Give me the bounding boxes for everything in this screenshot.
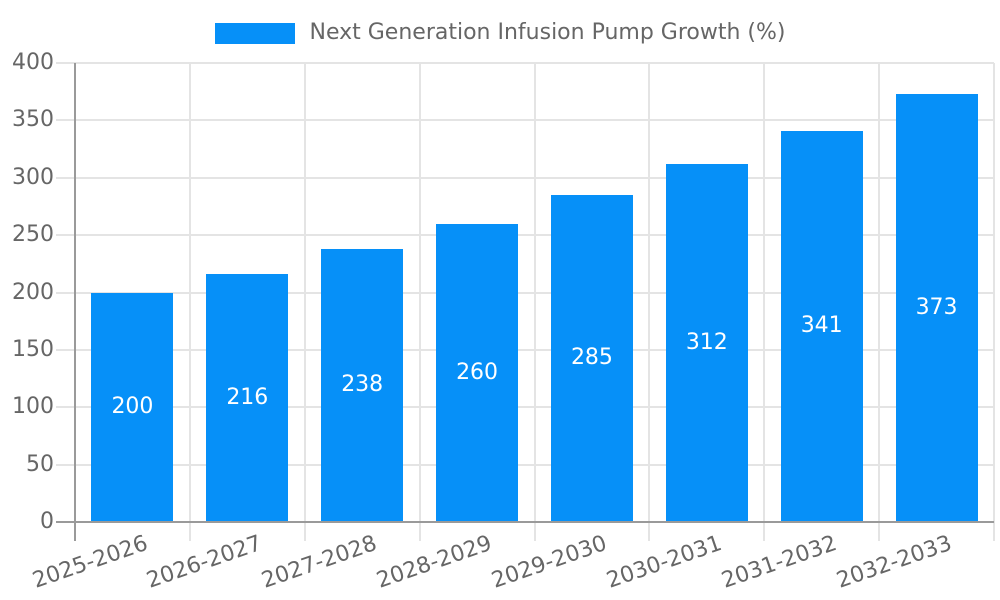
bar[interactable] (780, 130, 863, 522)
x-axis-line (56, 521, 994, 523)
x-gridline (763, 63, 766, 541)
y-tick-label: 200 (12, 279, 54, 305)
legend-swatch (214, 22, 295, 44)
y-tick-label: 400 (12, 50, 54, 75)
x-gridline (188, 63, 191, 541)
x-tick-label: 2027-2028 (258, 531, 381, 594)
y-tick-label: 0 (40, 509, 54, 534)
bar-value-label: 260 (456, 359, 499, 385)
y-gridline (56, 463, 994, 466)
x-tick-label: 2026-2027 (143, 531, 266, 594)
bar[interactable] (665, 163, 748, 522)
x-tick-label: 2031-2032 (718, 531, 840, 594)
bar-value-label: 238 (341, 372, 384, 398)
y-tick-label: 250 (12, 222, 54, 248)
y-gridline (56, 291, 994, 294)
bar-value-label: 373 (915, 294, 958, 320)
y-gridline (56, 119, 994, 122)
bar-value-label: 216 (226, 385, 269, 411)
y-gridline (56, 176, 994, 179)
y-tick-label: 100 (12, 394, 54, 420)
bar-value-label: 341 (800, 313, 843, 339)
x-gridline (418, 63, 421, 541)
x-tick-label: 2025-2026 (29, 531, 151, 594)
x-tick-label: 2032-2033 (833, 531, 955, 594)
y-gridline (56, 234, 994, 237)
y-gridline (56, 348, 994, 351)
x-gridline (648, 63, 651, 541)
x-tick-label: 2028-2029 (373, 531, 496, 594)
x-tick-label: 2030-2031 (603, 531, 725, 594)
y-tick-label: 300 (12, 164, 54, 190)
x-gridline (993, 63, 995, 541)
x-gridline (303, 63, 306, 541)
x-gridline (533, 63, 536, 541)
y-axis-line (74, 63, 76, 541)
x-gridline (878, 63, 881, 541)
bar[interactable] (91, 292, 174, 522)
x-tick-label: 2029-2030 (488, 531, 611, 594)
bar[interactable] (436, 223, 519, 522)
bar[interactable] (895, 93, 978, 522)
bar-value-label: 200 (111, 394, 154, 420)
bar-value-label: 312 (685, 329, 728, 355)
y-gridline (56, 62, 994, 64)
bar[interactable] (321, 248, 404, 522)
y-tick-label: 50 (26, 451, 54, 477)
y-gridline (56, 406, 994, 409)
legend-label: Next Generation Infusion Pump Growth (%) (309, 20, 786, 45)
bar[interactable] (550, 194, 633, 522)
y-tick-label: 150 (12, 336, 54, 362)
y-tick-label: 350 (12, 107, 54, 133)
legend-item[interactable]: Next Generation Infusion Pump Growth (%) (214, 20, 786, 45)
legend: Next Generation Infusion Pump Growth (%) (0, 21, 1000, 45)
bar-value-label: 285 (570, 345, 613, 371)
bar[interactable] (206, 274, 289, 522)
